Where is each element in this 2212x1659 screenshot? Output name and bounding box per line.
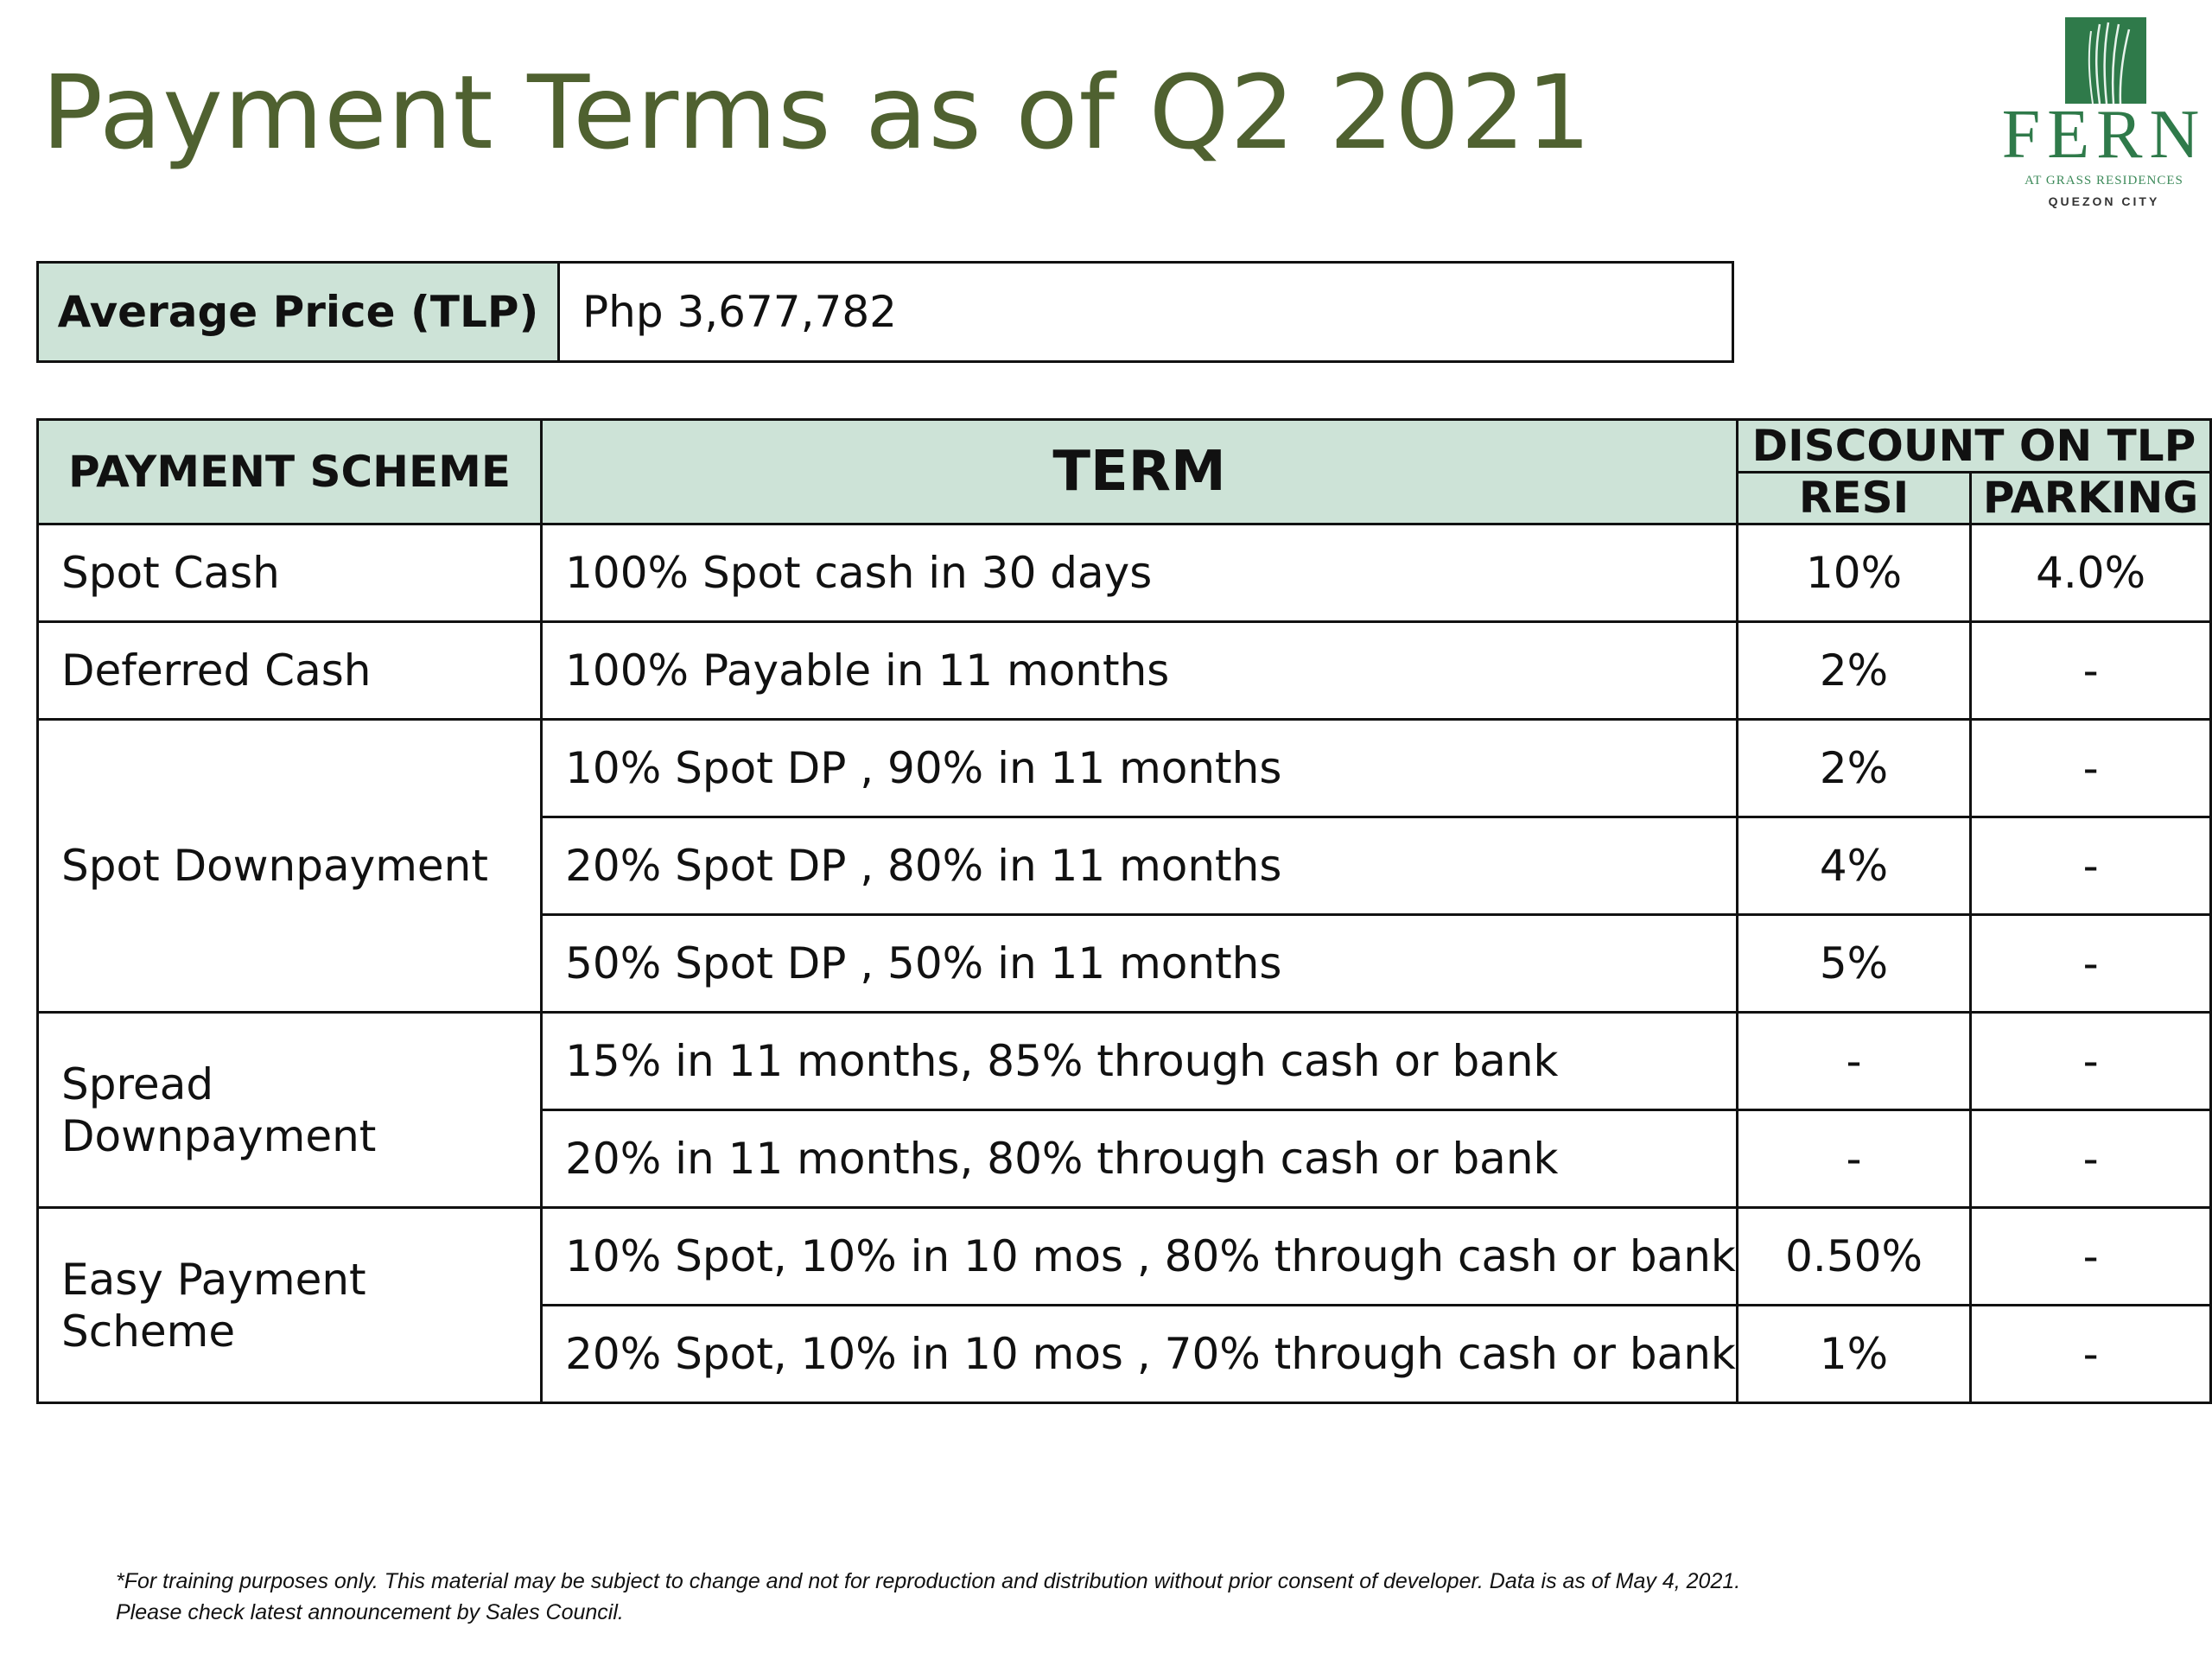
parking-discount-cell: -	[1969, 620, 2212, 721]
term-cell: 15% in 11 months, 85% through cash or ba…	[540, 1011, 1738, 1111]
term-cell: 20% Spot DP , 80% in 11 months	[540, 816, 1738, 916]
term-cell: 100% Payable in 11 months	[540, 620, 1738, 721]
average-price-label: Average Price (TLP)	[36, 261, 560, 363]
fern-logo: FERN AT GRASS RESIDENCES QUEZON CITY	[2000, 17, 2208, 216]
resi-discount-cell: -	[1735, 1109, 1973, 1209]
page-title: Payment Terms as of Q2 2021	[41, 53, 1592, 172]
header-payment-scheme: PAYMENT SCHEME	[35, 418, 543, 525]
scheme-cell: Easy Payment Scheme	[35, 1206, 543, 1404]
table-row: 50% Spot DP , 50% in 11 months 5% -	[38, 913, 2212, 1014]
scheme-cell: Spread Downpayment	[35, 1011, 543, 1209]
footnote-line-1: *For training purposes only. This materi…	[116, 1569, 1741, 1593]
parking-discount-cell: -	[1969, 913, 2212, 1014]
average-price-value: Php 3,677,782	[557, 261, 1734, 363]
term-cell: 100% Spot cash in 30 days	[540, 523, 1738, 623]
table-row: Spot Downpayment 10% Spot DP , 90% in 11…	[35, 718, 2212, 1014]
parking-discount-cell: -	[1969, 1206, 2212, 1306]
term-cell: 10% Spot DP , 90% in 11 months	[540, 718, 1738, 818]
parking-discount-cell: -	[1969, 1011, 2212, 1111]
logo-wordmark: FERN	[2001, 97, 2207, 173]
resi-discount-cell: 1%	[1735, 1304, 1973, 1404]
table-row: Easy Payment Scheme 10% Spot, 10% in 10 …	[35, 1206, 2212, 1404]
term-cell: 50% Spot DP , 50% in 11 months	[540, 913, 1738, 1014]
header-term: TERM	[540, 418, 1738, 525]
resi-discount-cell: 5%	[1735, 913, 1973, 1014]
resi-discount-cell: 0.50%	[1735, 1206, 1973, 1306]
table-row: Spread Downpayment 15% in 11 months, 85%…	[35, 1011, 2212, 1209]
fern-logo-icon	[2065, 17, 2146, 104]
parking-discount-cell: -	[1969, 1304, 2212, 1404]
logo-subtitle: AT GRASS RESIDENCES	[2024, 174, 2183, 188]
header-discount-on-tlp: DISCOUNT ON TLP	[1735, 418, 2212, 474]
parking-discount-cell: 4.0%	[1969, 523, 2212, 623]
table-row: 20% Spot DP , 80% in 11 months 4% -	[38, 816, 2212, 916]
parking-discount-cell: -	[1969, 816, 2212, 916]
resi-discount-cell: 2%	[1735, 620, 1973, 721]
table-row: Deferred Cash 100% Payable in 11 months …	[35, 620, 2212, 721]
resi-discount-cell: 10%	[1735, 523, 1973, 623]
table-row: 20% in 11 months, 80% through cash or ba…	[38, 1109, 2212, 1209]
parking-discount-cell: -	[1969, 718, 2212, 818]
average-price-box: Average Price (TLP) Php 3,677,782	[36, 261, 1734, 363]
table-row: 20% Spot, 10% in 10 mos , 70% through ca…	[38, 1304, 2212, 1404]
parking-discount-cell: -	[1969, 1109, 2212, 1209]
term-cell: 20% Spot, 10% in 10 mos , 70% through ca…	[540, 1304, 1738, 1404]
header-parking: PARKING	[1969, 470, 2212, 525]
term-cell: 10% Spot, 10% in 10 mos , 80% through ca…	[540, 1206, 1738, 1306]
resi-discount-cell: -	[1735, 1011, 1973, 1111]
header-resi: RESI	[1735, 470, 1973, 525]
footnote: *For training purposes only. This materi…	[116, 1566, 1740, 1628]
footnote-line-2: Please check latest announcement by Sale…	[116, 1600, 624, 1624]
resi-discount-cell: 2%	[1735, 718, 1973, 818]
payment-terms-table: PAYMENT SCHEME TERM DISCOUNT ON TLP RESI…	[35, 418, 2212, 1404]
resi-discount-cell: 4%	[1735, 816, 1973, 916]
logo-city: QUEZON CITY	[2048, 194, 2160, 208]
scheme-cell: Spot Downpayment	[35, 718, 543, 1014]
scheme-cell: Deferred Cash	[35, 620, 543, 721]
term-cell: 20% in 11 months, 80% through cash or ba…	[540, 1109, 1738, 1209]
scheme-cell: Spot Cash	[35, 523, 543, 623]
table-row: Spot Cash 100% Spot cash in 30 days 10% …	[35, 523, 2212, 623]
